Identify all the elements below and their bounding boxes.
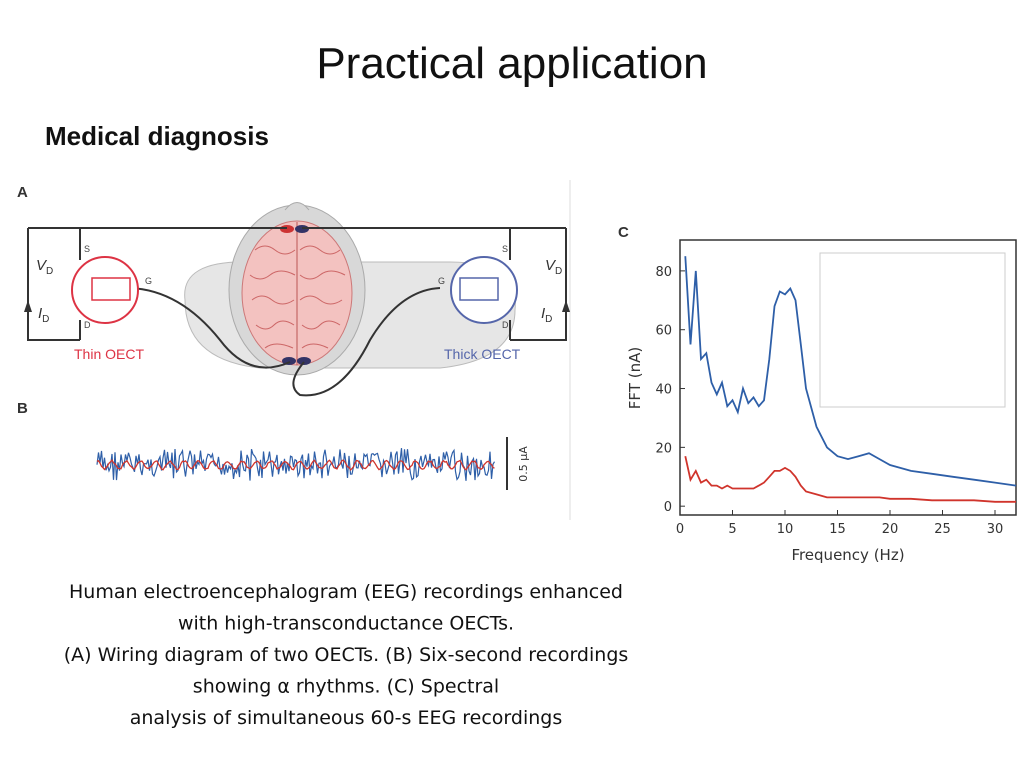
voltage-label: VD [36,257,53,277]
series-line [684,256,1017,487]
y-axis-label: FFT (nA) [626,347,644,409]
terminal-label: D [84,320,91,330]
plot-frame [679,239,1017,516]
panel-label: C [618,224,629,241]
eeg-trace-panel: B 0.5 μA [17,400,530,490]
caption-line: showing α rhythms. (C) Spectral [193,676,499,698]
terminal-label: S [84,244,90,254]
terminal-label: G [145,276,152,286]
current-label: ID [541,305,552,325]
eeg-trace [96,448,496,481]
eeg-trace [96,458,495,472]
arrow [24,300,32,312]
scale-bar-label: 0.5 μA [517,446,530,482]
y-tick-label: 60 [655,324,672,339]
x-axis-label: Frequency (Hz) [791,546,904,564]
subtitle: Medical diagnosis [45,121,269,151]
terminal-label: G [438,276,445,286]
nose [284,202,310,211]
panel-label: A [17,184,28,201]
transistor-name: Thin OECT [74,346,144,362]
caption-line: analysis of simultaneous 60-s EEG record… [130,707,562,729]
caption: Human electroencephalogram (EEG) recordi… [64,581,629,729]
panel-label: B [17,400,28,417]
terminal-label: D [502,320,509,330]
y-tick-label: 80 [655,265,672,280]
x-tick-label: 30 [987,522,1004,537]
voltage-label: VD [545,257,562,277]
x-tick-label: 5 [728,522,736,537]
slide-title: Practical application [316,39,707,88]
x-tick-label: 25 [934,522,951,537]
x-tick-label: 0 [676,522,684,537]
caption-line: with high-transconductance OECTs. [178,613,514,635]
x-tick-label: 20 [882,522,899,537]
arrow [562,300,570,312]
wires [27,227,567,397]
series-line [684,456,1016,503]
current-label: ID [38,305,49,325]
y-tick-label: 0 [664,500,672,515]
transistor-name: Thick OECT [444,346,521,362]
thin-oect [71,256,139,324]
thick-oect [450,256,518,324]
brain-folds [249,245,346,349]
wiring-diagram: A S [17,180,571,520]
x-tick-label: 15 [829,522,846,537]
caption-line: (A) Wiring diagram of two OECTs. (B) Six… [64,644,629,666]
x-tick-label: 10 [777,522,794,537]
electrode [297,357,311,365]
spectrum-panel: C Frequency (Hz) FFT (nA) 0 5 10 15 20 25 30 0 2… [618,224,1017,564]
inset-box [819,252,1006,408]
channel [91,277,131,301]
y-tick-label: 20 [655,441,672,456]
terminal-label: S [502,244,508,254]
y-tick-label: 40 [655,383,672,398]
caption-line: Human electroencephalogram (EEG) recordi… [69,581,623,603]
channel [459,277,499,301]
